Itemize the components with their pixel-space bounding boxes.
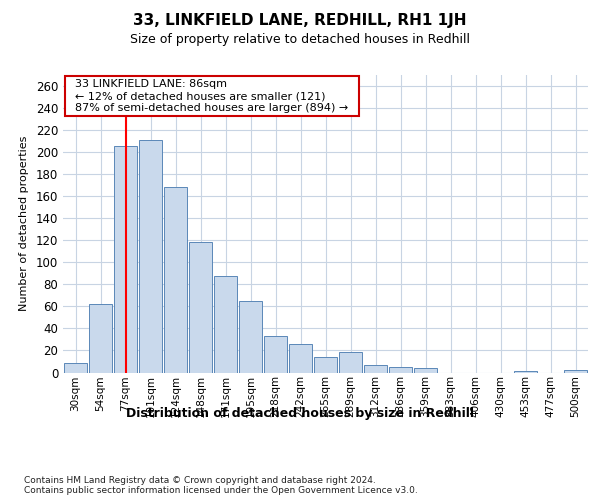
Bar [164,188,187,372]
Bar [364,365,388,372]
Bar [239,301,262,372]
Bar [289,344,313,372]
Text: 33 LINKFIELD LANE: 86sqm  
  ← 12% of detached houses are smaller (121)  
  87% : 33 LINKFIELD LANE: 86sqm ← 12% of detach… [68,80,355,112]
Bar [188,242,212,372]
Text: Distribution of detached houses by size in Redhill: Distribution of detached houses by size … [126,408,474,420]
Text: Contains HM Land Registry data © Crown copyright and database right 2024.
Contai: Contains HM Land Registry data © Crown c… [24,476,418,495]
Y-axis label: Number of detached properties: Number of detached properties [19,136,29,312]
Text: 33, LINKFIELD LANE, REDHILL, RH1 1JH: 33, LINKFIELD LANE, REDHILL, RH1 1JH [133,12,467,28]
Bar [563,370,587,372]
Bar [338,352,362,372]
Bar [64,362,88,372]
Bar [214,276,238,372]
Text: Size of property relative to detached houses in Redhill: Size of property relative to detached ho… [130,32,470,46]
Bar [389,367,412,372]
Bar [139,140,163,372]
Bar [263,336,287,372]
Bar [314,357,337,372]
Bar [89,304,112,372]
Bar [413,368,437,372]
Bar [113,146,137,372]
